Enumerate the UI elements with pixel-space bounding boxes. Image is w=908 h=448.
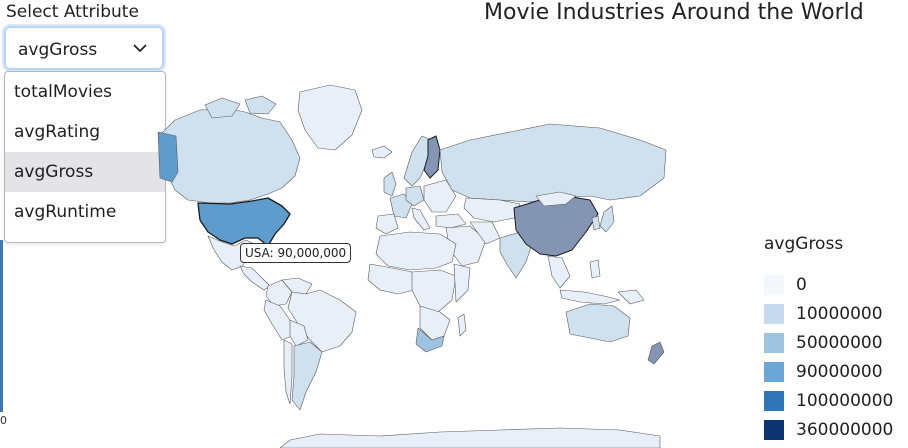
legend-item: 50000000: [764, 328, 893, 357]
country-japan[interactable]: [599, 205, 615, 233]
map-tooltip: USA: 90,000,000: [240, 243, 352, 263]
legend-label: 50000000: [796, 332, 883, 353]
country-iceland[interactable]: [371, 145, 393, 159]
country-italy[interactable]: [411, 207, 431, 231]
country-greenland[interactable]: [297, 84, 363, 151]
country-arctic-islands[interactable]: [204, 97, 241, 119]
legend-label: 10000000: [796, 303, 883, 324]
country-usa[interactable]: [197, 197, 291, 247]
country-germany[interactable]: [405, 185, 425, 207]
country-philippines[interactable]: [589, 259, 601, 279]
country-west-africa[interactable]: [367, 263, 415, 295]
country-south-africa[interactable]: [415, 327, 445, 353]
country-spain[interactable]: [375, 213, 399, 235]
country-eastern-europe[interactable]: [423, 179, 457, 213]
legend-swatch: [764, 303, 784, 324]
country-alaska-part[interactable]: [157, 131, 179, 183]
legend-title: avgGross: [764, 234, 844, 254]
country-brazil[interactable]: [287, 289, 357, 353]
country-madagascar[interactable]: [457, 313, 467, 337]
axis-zero-label: 0: [0, 414, 7, 427]
legend-swatch: [764, 361, 784, 382]
country-kazakhstan[interactable]: [463, 197, 521, 223]
dropdown-option-totalmovies[interactable]: totalMovies: [14, 82, 113, 102]
country-peru[interactable]: [263, 299, 293, 341]
country-bolivia[interactable]: [289, 319, 309, 347]
country-new-zealand[interactable]: [647, 341, 665, 365]
axis-bar: [0, 240, 3, 412]
legend-item: 360000000: [764, 415, 893, 444]
country-southeast-asia[interactable]: [547, 255, 571, 289]
country-mongolia[interactable]: [535, 191, 577, 207]
country-uk[interactable]: [383, 171, 397, 197]
country-central-america[interactable]: [239, 265, 271, 291]
dropdown-option-avgrating[interactable]: avgRating: [14, 122, 101, 142]
country-arctic-islands-2[interactable]: [244, 95, 277, 115]
legend-swatch: [764, 419, 784, 440]
legend-item: 100000000: [764, 386, 893, 415]
country-russia[interactable]: [439, 123, 667, 203]
legend: avgGross 0 10000000 50000000 90000000 10…: [764, 234, 893, 444]
attribute-dropdown-menu: totalMovies avgRating avgGross avgRuntim…: [4, 71, 166, 243]
dropdown-option-avgruntime[interactable]: avgRuntime: [14, 202, 117, 222]
country-east-africa[interactable]: [453, 263, 471, 303]
antarctica[interactable]: [279, 427, 661, 448]
country-central-africa[interactable]: [411, 269, 457, 313]
world-map: [157, 84, 667, 448]
country-indonesia[interactable]: [559, 289, 621, 305]
country-australia[interactable]: [565, 303, 631, 343]
country-finland[interactable]: [423, 135, 441, 179]
attribute-select-value: avgGross: [18, 40, 98, 60]
legend-swatch: [764, 390, 784, 411]
legend-label: 0: [796, 274, 807, 295]
select-attribute-label: Select Attribute: [6, 2, 139, 22]
page-title: Movie Industries Around the World: [484, 0, 864, 25]
legend-label: 100000000: [796, 390, 894, 411]
legend-swatch: [764, 274, 784, 295]
legend-item: 0: [764, 270, 893, 299]
country-turkey[interactable]: [435, 213, 467, 229]
country-north-africa[interactable]: [375, 231, 457, 271]
country-chile[interactable]: [283, 339, 293, 405]
chevron-down-icon: [133, 44, 147, 53]
country-argentina[interactable]: [291, 341, 323, 411]
country-korea[interactable]: [591, 215, 601, 231]
country-papua[interactable]: [617, 289, 645, 305]
country-venezuela[interactable]: [281, 277, 313, 295]
legend-label: 360000000: [796, 419, 894, 440]
legend-item: 10000000: [764, 299, 893, 328]
attribute-select[interactable]: avgGross: [2, 24, 166, 72]
legend-swatch: [764, 332, 784, 353]
dropdown-option-avggross[interactable]: avgGross: [5, 152, 165, 192]
legend-label: 90000000: [796, 361, 883, 382]
country-canada[interactable]: [159, 107, 301, 204]
legend-item: 90000000: [764, 357, 893, 386]
